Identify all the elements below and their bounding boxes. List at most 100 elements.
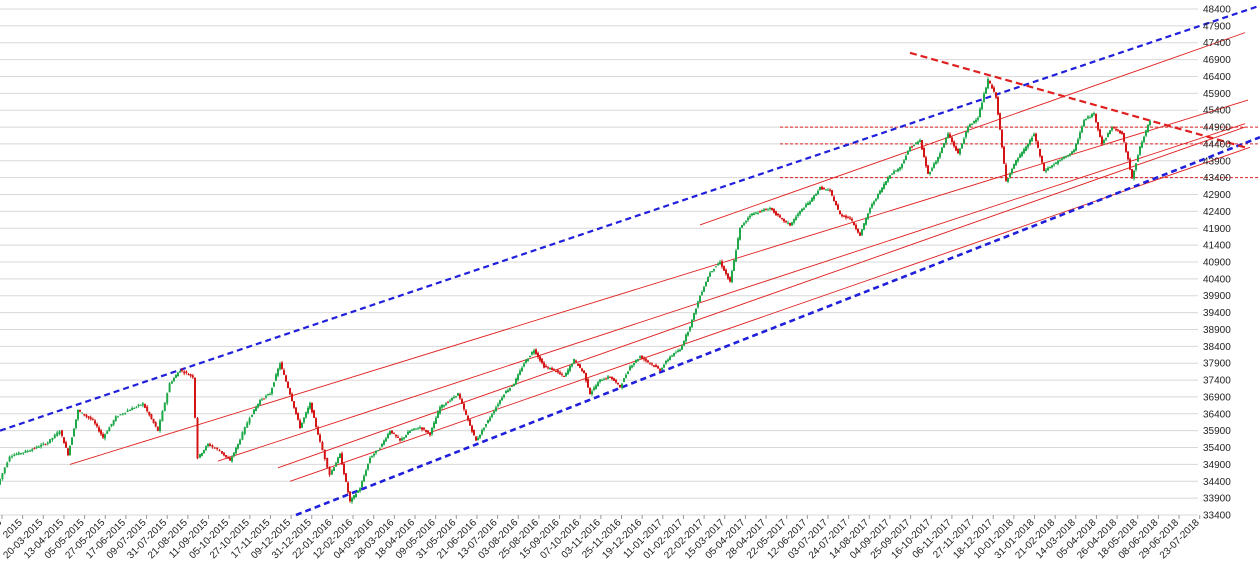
candle-body [883, 183, 885, 189]
candle-body [535, 349, 537, 355]
candle-body [741, 225, 743, 228]
candle-body [1053, 164, 1055, 166]
candle-body [265, 395, 267, 398]
candle-body [441, 404, 443, 408]
candle-body [611, 376, 613, 380]
candle-body [1083, 120, 1085, 127]
candle-body [541, 358, 543, 363]
candle-body [469, 419, 471, 426]
candle-body [44, 444, 47, 446]
y-tick-label: 35900 [1203, 426, 1231, 437]
candle-body [829, 189, 831, 191]
candle-body [785, 221, 787, 223]
candle-body [1129, 159, 1131, 170]
candle-body [905, 155, 907, 160]
candle-body [519, 370, 521, 375]
candle-body [389, 431, 391, 435]
candle-body [112, 420, 115, 425]
candle-body [1063, 156, 1065, 159]
candle-body [465, 410, 467, 415]
candle-body [463, 403, 465, 410]
y-tick-label: 44400 [1203, 139, 1231, 150]
y-tick-label: 35400 [1203, 443, 1231, 454]
candle-body [235, 447, 237, 454]
candle-body [715, 266, 717, 268]
candle-body [225, 455, 227, 457]
candle-body [919, 140, 921, 143]
candle-body [79, 409, 81, 412]
candle-body [1041, 155, 1043, 163]
candle-body [1011, 168, 1013, 174]
candle-body [965, 131, 967, 138]
candle-body [323, 449, 326, 460]
candle-body [937, 157, 939, 162]
candle-body [213, 447, 216, 449]
y-tick-label: 43900 [1203, 156, 1231, 167]
candle-body [925, 157, 927, 167]
candle-body [649, 362, 651, 364]
candle-body [593, 387, 595, 390]
candle-body [1035, 133, 1037, 142]
candle-body [1013, 164, 1015, 169]
candle-body [613, 378, 615, 381]
candle-body [1141, 141, 1143, 148]
candle-body [1079, 132, 1081, 139]
candle-body [625, 375, 627, 378]
candle-body [1069, 153, 1071, 156]
candle-body [1125, 143, 1127, 152]
candle-body [261, 399, 263, 401]
y-tick-label: 45900 [1203, 89, 1231, 100]
candle-body [263, 398, 265, 400]
candle-body [251, 414, 253, 417]
candle-body [237, 443, 239, 449]
candle-body [567, 369, 569, 375]
candle-body [943, 143, 945, 148]
candle-body [114, 416, 117, 421]
candle-body [693, 313, 695, 320]
candle-body [218, 450, 221, 452]
candle-body [987, 79, 989, 89]
candle-body [1021, 152, 1023, 157]
candle-body [529, 355, 531, 358]
candle-body [1105, 137, 1107, 140]
candle-body [677, 350, 679, 353]
candle-body [647, 360, 649, 363]
candle-body [585, 372, 587, 381]
candle-body [733, 260, 735, 271]
candle-body [807, 203, 809, 206]
candle-body [391, 430, 393, 434]
candle-body [981, 102, 983, 110]
candle-body [1095, 114, 1097, 123]
candle-body [565, 372, 567, 377]
candle-body [309, 402, 311, 409]
candle-body [1003, 146, 1005, 164]
candle-body [661, 367, 663, 370]
candle-body [697, 301, 699, 308]
candle-body [669, 356, 671, 360]
candle-body [131, 408, 134, 411]
candle-body [243, 427, 246, 434]
candle-body [317, 427, 319, 435]
candle-body [933, 163, 935, 168]
candle-body [409, 430, 411, 433]
candle-body [587, 379, 589, 388]
candle-body [503, 394, 505, 397]
candle-body [847, 217, 849, 219]
candle-body [1135, 163, 1137, 170]
candle-body [161, 411, 164, 422]
red-resistance-line [909, 51, 1246, 149]
candle-body [205, 446, 207, 450]
candle-body [783, 218, 785, 222]
y-tick-label: 42900 [1203, 190, 1231, 201]
candle-body [745, 220, 747, 223]
candle-body [269, 393, 271, 395]
candle-body [75, 419, 77, 429]
candle-body [947, 133, 949, 138]
candle-body [267, 394, 269, 396]
candle-body [281, 362, 283, 369]
candle-body [813, 195, 815, 200]
candle-body [397, 436, 399, 438]
candle-body [665, 360, 667, 364]
trend-channels [0, 4, 1260, 517]
candle-body [705, 282, 707, 287]
